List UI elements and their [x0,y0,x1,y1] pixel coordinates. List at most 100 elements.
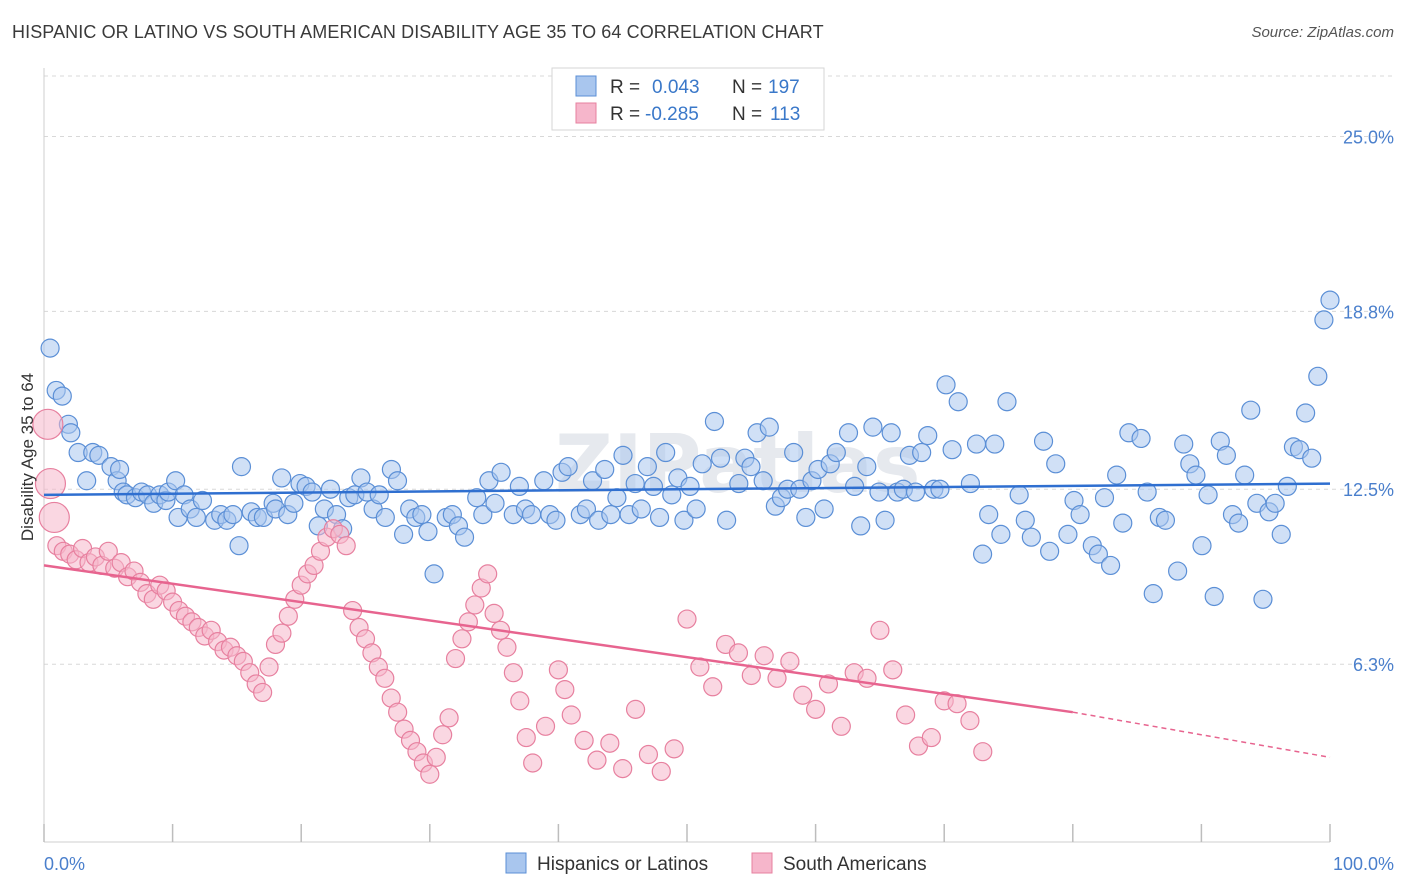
data-point [388,702,408,722]
data-point [793,685,813,705]
data-point [259,657,279,677]
data-point [960,711,980,731]
data-point [534,471,554,491]
data-point [613,445,633,465]
data-point [1070,505,1090,525]
data-point [753,471,773,491]
chart-title: HISPANIC OR LATINO VS SOUTH AMERICAN DIS… [12,22,824,42]
data-point [452,629,472,649]
x-tick-label-min: 0.0% [44,854,85,874]
data-point [109,459,130,480]
data-point [229,536,249,556]
trend-line-hispanics [43,482,1331,497]
data-point [948,392,968,412]
data-point [509,476,529,496]
data-point [936,375,956,395]
legend-box: R = 0.043 N = 197 R = -0.285 N = 113 [551,67,825,131]
data-point [643,476,664,496]
data-point [1107,465,1127,485]
data-point [796,507,816,528]
data-point [625,473,645,494]
data-point [1314,310,1334,330]
data-point [467,488,487,508]
data-point [991,524,1011,544]
data-point [814,499,834,519]
data-point [369,485,389,505]
data-point [921,727,941,748]
trend-lines [43,482,1331,759]
data-point [561,705,581,725]
data-point [40,338,60,358]
data-point [272,623,292,643]
data-point [454,527,475,547]
data-point [1094,488,1115,508]
data-point [420,764,440,784]
data-point [426,747,446,767]
data-point [89,445,109,465]
grid-lines [44,75,1394,665]
data-point [485,493,505,513]
data-point [52,386,72,406]
data-point [1143,584,1163,604]
data-point [192,490,213,511]
data-point [912,442,932,463]
data-point [930,479,950,499]
data-point [1100,555,1121,576]
data-point [61,423,81,443]
data-point [231,457,252,477]
legend-n-label-pink: N = [732,104,762,125]
data-point [548,660,569,680]
data-point [1235,465,1255,485]
legend-n-label-blue: N = [732,77,762,98]
data-point [320,479,341,499]
data-point [680,476,700,496]
data-point [845,476,865,496]
data-point [649,507,670,528]
legend-n-value-pink: 113 [770,104,800,125]
data-point [1168,561,1188,581]
data-point [1186,465,1206,485]
data-point [960,473,981,494]
data-point [692,454,712,474]
data-point [387,471,408,491]
data-point [465,595,485,615]
data-point [1204,586,1224,607]
data-point [784,442,804,463]
data-point [98,541,118,561]
data-point [638,744,659,765]
data-point [805,699,826,719]
data-point [942,440,962,460]
data-point [966,434,987,454]
data-point [516,727,536,748]
data-point [741,457,761,477]
data-point [1033,431,1054,451]
data-point [1015,510,1035,530]
data-point [32,408,64,440]
data-point [728,643,749,663]
data-point [881,423,901,443]
data-point [1131,428,1151,449]
data-point [1308,366,1328,386]
trend-line-south-americans [43,564,1073,714]
data-point [780,651,800,671]
data-point [1046,454,1066,474]
data-point [336,536,356,556]
data-point [1192,536,1212,556]
data-point [1216,445,1236,465]
data-point [985,434,1005,454]
data-point [759,417,779,437]
data-point [972,544,993,564]
data-point [1174,434,1194,454]
data-point [535,716,556,736]
data-point [510,691,530,711]
data-point [607,488,627,508]
data-point [433,725,453,745]
data-point [491,462,511,482]
x-tick-label-max: 100.0% [1333,854,1394,874]
data-point [1265,493,1285,513]
data-point [717,510,737,530]
y-tick-label: 18.8% [1343,302,1394,322]
data-point [1320,290,1340,310]
data-point [1137,482,1157,502]
data-point [863,417,883,437]
